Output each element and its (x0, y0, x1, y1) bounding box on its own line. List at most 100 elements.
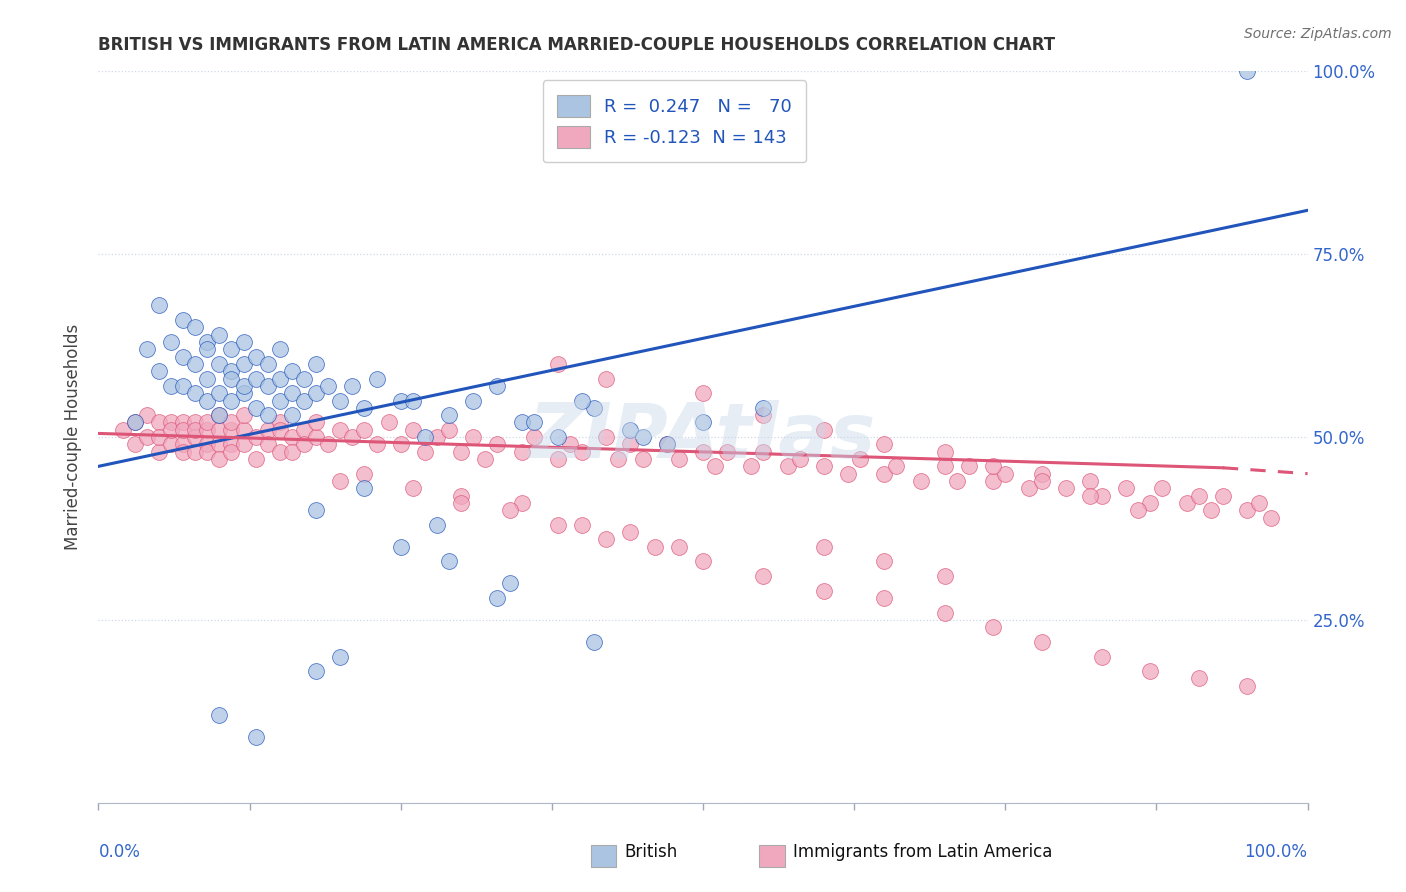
Point (619, 423, 641, 437)
Point (595, 533, 617, 547)
Point (256, 437, 278, 451)
Point (305, 430, 328, 444)
Point (377, 416, 399, 430)
Point (437, 423, 460, 437)
Point (873, 591, 896, 605)
Point (221, 371, 243, 385)
Text: Source: ZipAtlas.com: Source: ZipAtlas.com (1244, 27, 1392, 41)
Point (305, 503, 328, 517)
Point (1078, 489, 1101, 503)
Point (160, 423, 183, 437)
Point (1091, 649, 1114, 664)
Point (1236, 503, 1258, 517)
Point (1139, 664, 1161, 678)
Point (172, 444, 194, 458)
Point (583, 401, 606, 415)
Point (1128, 503, 1150, 517)
Point (195, 343, 218, 357)
Point (450, 489, 472, 503)
Point (281, 444, 304, 458)
Point (1054, 481, 1077, 495)
Point (148, 364, 170, 378)
Point (934, 459, 956, 474)
Point (316, 437, 339, 451)
Point (256, 357, 278, 371)
Point (195, 423, 218, 437)
Point (389, 540, 412, 554)
Point (510, 416, 533, 430)
Text: BRITISH VS IMMIGRANTS FROM LATIN AMERICA MARRIED-COUPLE HOUSEHOLDS CORRELATION C: BRITISH VS IMMIGRANTS FROM LATIN AMERICA… (98, 36, 1056, 54)
Point (486, 591, 509, 605)
Point (256, 423, 278, 437)
Point (208, 437, 231, 451)
Point (135, 343, 157, 357)
Point (692, 554, 714, 568)
Point (1078, 474, 1101, 488)
Point (353, 423, 375, 437)
Point (849, 452, 872, 467)
Point (305, 386, 328, 401)
Point (934, 569, 956, 583)
Point (813, 459, 835, 474)
Point (148, 430, 170, 444)
Point (221, 343, 243, 357)
Point (232, 437, 254, 451)
Point (813, 423, 835, 437)
Point (208, 423, 231, 437)
Point (1175, 496, 1198, 510)
Point (135, 408, 157, 422)
Point (292, 393, 315, 408)
Point (353, 401, 375, 415)
Point (245, 401, 267, 415)
Point (789, 452, 811, 467)
Point (305, 357, 328, 371)
Point (752, 401, 775, 415)
Point (221, 416, 243, 430)
Text: 0.0%: 0.0% (98, 843, 141, 861)
Point (353, 481, 375, 495)
Point (716, 444, 738, 458)
Point (934, 444, 956, 458)
Point (281, 364, 304, 378)
Point (474, 452, 496, 467)
Point (692, 444, 714, 458)
Text: ZIPAtlas: ZIPAtlas (529, 401, 877, 474)
Point (342, 379, 364, 393)
Point (668, 540, 690, 554)
Point (402, 481, 425, 495)
Point (221, 393, 243, 408)
Point (329, 474, 352, 488)
Point (195, 393, 218, 408)
Point (124, 437, 146, 451)
Point (124, 416, 146, 430)
Legend: R =  0.247   N =   70, R = -0.123  N = 143: R = 0.247 N = 70, R = -0.123 N = 143 (543, 80, 806, 162)
Point (256, 408, 278, 422)
Point (184, 357, 207, 371)
Point (619, 525, 641, 540)
Point (195, 371, 218, 385)
Point (245, 452, 267, 467)
Point (704, 459, 727, 474)
Point (1139, 496, 1161, 510)
Point (402, 393, 425, 408)
Point (946, 474, 969, 488)
Point (208, 408, 231, 422)
Point (463, 430, 485, 444)
Point (184, 320, 207, 334)
Point (160, 379, 183, 393)
Point (402, 423, 425, 437)
Point (1115, 481, 1137, 495)
Point (1031, 635, 1053, 649)
Point (172, 379, 194, 393)
Point (631, 452, 654, 467)
Point (463, 393, 485, 408)
Point (571, 517, 593, 532)
Point (523, 416, 546, 430)
Text: 100.0%: 100.0% (1244, 843, 1308, 861)
Point (752, 444, 775, 458)
Point (813, 583, 835, 598)
Point (547, 452, 569, 467)
Point (583, 635, 606, 649)
Point (342, 430, 364, 444)
Point (208, 708, 231, 723)
